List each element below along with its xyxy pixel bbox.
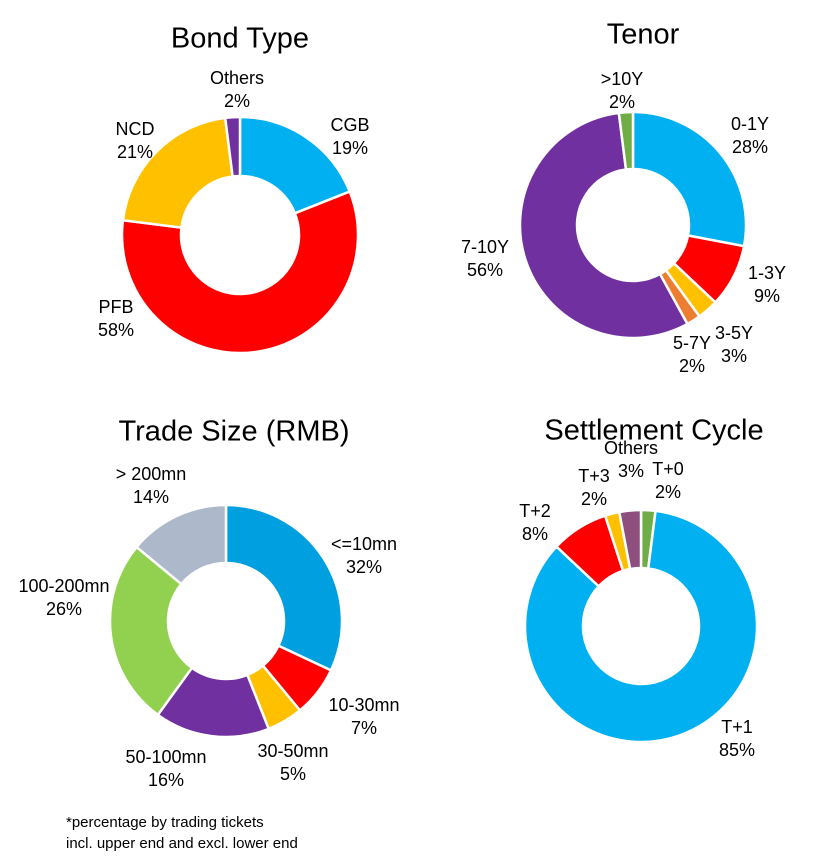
chart-title: Trade Size (RMB) [119,416,350,448]
slice-label-10-30mn: 10-30mn 7% [328,695,399,738]
slice-10mn [224,503,344,672]
slice-label-t-1: T+1 85% [719,717,755,760]
donut-chart-settlement-cycle: Settlement Cycle T+0 2% T+1 85% T+2 8% T+3 2%Oth… [519,415,763,760]
footnote-line-1: *percentage by trading tickets [66,814,264,831]
donut-chart-tenor: Tenor 0-1Y 28% 1-3Y 9% 3-5Y 3%5-7Y 2% 7-10Y 56% >1… [461,19,786,376]
slice-label-30-50mn: 30-50mn 5% [257,741,328,784]
donut-chart-bond-type: Bond Type CGB 19% PFB 58% NCD 21% Others 2% [98,23,370,355]
slice-label-200mn: > 200mn 14% [116,464,187,507]
slice-label-1-3y: 1-3Y 9% [748,263,786,306]
slice-label-t-3: T+3 2% [578,466,610,509]
slice-10y [617,110,635,171]
chart-title: Tenor [607,19,680,51]
slice-label-5-7y: 5-7Y 2% [673,333,711,376]
slice-0-1y [631,110,748,248]
slice-label-cgb: CGB 19% [330,115,369,158]
slice-100-200mn [108,545,194,717]
slice-label-t-2: T+2 8% [519,501,551,544]
chart-title: Settlement Cycle [544,415,763,447]
slice-label-50-100mn: 50-100mn 16% [125,747,206,790]
slice-others [223,115,242,178]
slice-label-7-10y: 7-10Y 56% [461,237,509,280]
slice-pfb [120,190,360,355]
slice-label-10y: >10Y 2% [601,69,644,112]
donut-chart-trade-size-rmb: Trade Size (RMB) <=10mn 32% 10-30mn 7%30-50m… [18,416,399,790]
slice-label-t-0: T+0 2% [652,459,684,502]
slice-ncd [121,116,234,229]
slice-7-10y [518,111,689,340]
chart-title: Bond Type [171,23,309,55]
slice-label-ncd: NCD 21% [116,119,155,162]
slice-label-100-200mn: 100-200mn 26% [18,576,109,619]
slice-label-others: Others 3% [604,438,658,481]
slice-label-pfb: PFB 58% [98,297,134,340]
slice-others [618,508,643,571]
slice-200mn [135,503,228,586]
slice-label-0-1y: 0-1Y 28% [731,114,769,157]
footnote-line-2: incl. upper end and excl. lower end [66,835,298,852]
slice-t-1 [523,509,759,744]
slice-label-others: Others 2% [210,68,264,111]
slice-label-10mn: <=10mn 32% [331,534,397,577]
slice-label-3-5y: 3-5Y 3% [715,323,753,366]
